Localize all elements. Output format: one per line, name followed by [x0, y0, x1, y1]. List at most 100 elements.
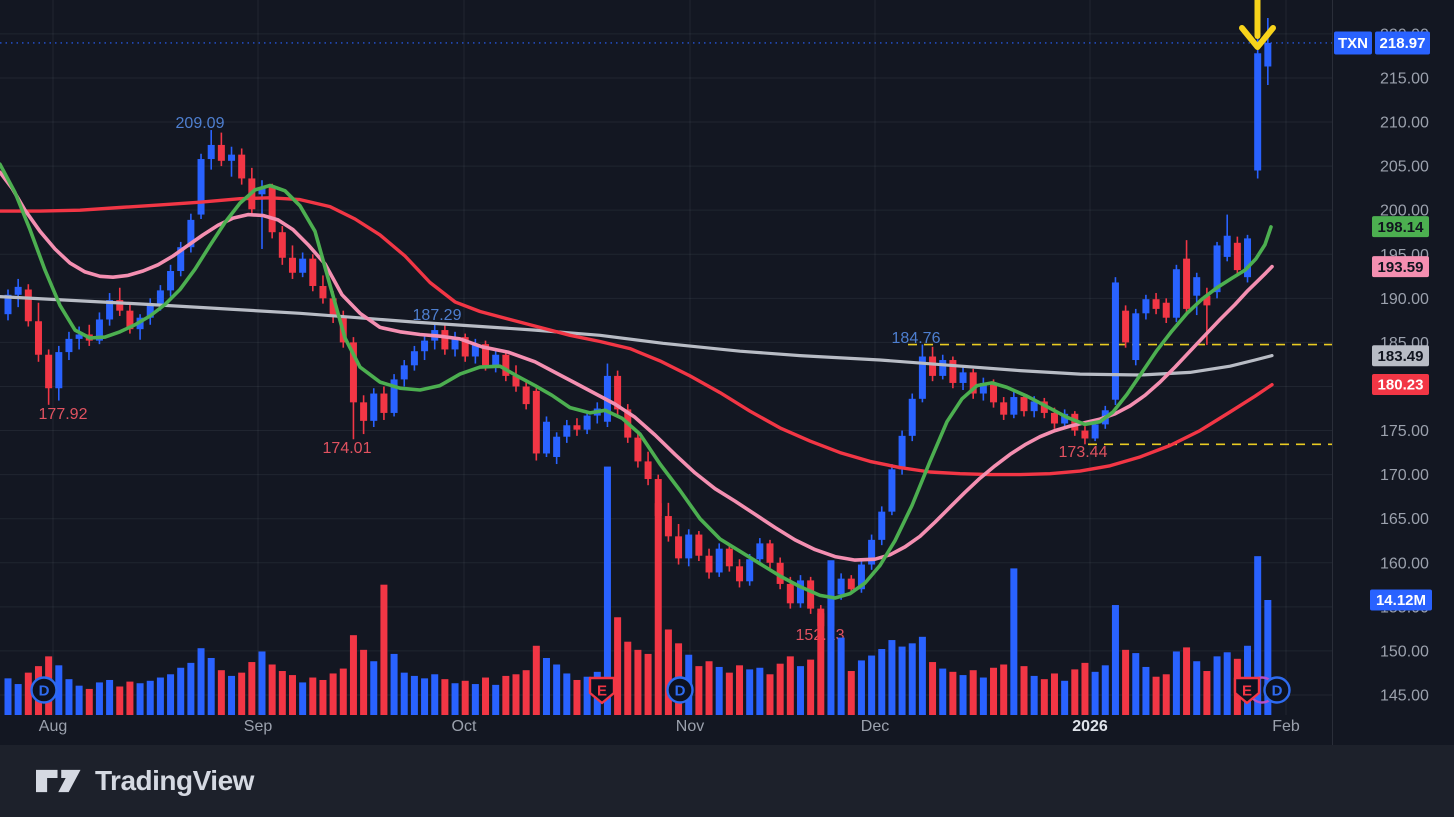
candle-body — [1162, 302, 1170, 318]
candle-body — [929, 356, 937, 376]
candle-body — [756, 543, 764, 560]
volume-bar — [471, 684, 479, 715]
volume-bar — [502, 675, 510, 715]
candle-body — [492, 354, 500, 366]
candle-body — [24, 289, 32, 322]
candle-body — [278, 232, 286, 258]
volume-bar — [1111, 605, 1119, 715]
candle-body — [126, 310, 134, 330]
candle-body — [146, 303, 154, 318]
candle-body — [217, 144, 225, 161]
candle-body — [695, 534, 703, 556]
candle-body — [1244, 238, 1252, 278]
candle-body — [471, 344, 479, 357]
candle-body — [644, 461, 652, 480]
y-axis-tick[interactable]: 160.00 — [1380, 555, 1429, 572]
y-axis-tick[interactable]: 205.00 — [1380, 159, 1429, 176]
candle-body — [421, 340, 429, 352]
volume-bar — [817, 613, 825, 715]
candle-body — [370, 393, 378, 421]
y-axis-tick[interactable]: 175.00 — [1380, 423, 1429, 440]
x-axis-label[interactable]: 2026 — [1072, 718, 1108, 735]
volume-bar — [1081, 662, 1089, 715]
volume-bar — [288, 675, 296, 715]
volume-bar — [329, 673, 337, 715]
ma-fast-green — [0, 162, 1273, 600]
dividend-marker-icon[interactable] — [1263, 676, 1291, 704]
candle-body — [949, 360, 957, 383]
volume-bar — [268, 664, 276, 715]
volume-bar — [95, 682, 103, 715]
price-chart-canvas[interactable]: 152.13209.09177.92187.29174.01184.76173.… — [0, 0, 1454, 745]
volume-bar — [979, 677, 987, 715]
volume-bar — [644, 653, 652, 715]
volume-bar — [360, 649, 368, 715]
earnings-marker-icon[interactable] — [588, 676, 616, 705]
candle-body — [725, 548, 733, 567]
volume-bar — [207, 657, 215, 715]
volume-bar — [563, 673, 571, 715]
candle-body — [654, 479, 662, 517]
price-annotation: 184.76 — [892, 330, 941, 347]
volume-bar — [542, 657, 550, 715]
candle-body — [75, 334, 83, 339]
volume-bar — [1050, 673, 1058, 715]
volume-bar — [969, 670, 977, 715]
volume-bar — [1132, 653, 1140, 715]
dividend-marker-icon[interactable] — [666, 676, 694, 704]
candle-body — [878, 511, 886, 540]
y-axis-tick[interactable]: 165.00 — [1380, 511, 1429, 528]
volume-bar — [573, 679, 581, 715]
candle-body — [116, 300, 124, 311]
volume-bar — [1142, 666, 1150, 715]
volume-bar — [705, 661, 713, 715]
x-axis-label[interactable]: Sep — [244, 718, 273, 735]
candle-body — [360, 402, 368, 421]
volume-bar — [918, 636, 926, 715]
ma-slow-red — [0, 196, 1274, 477]
x-axis-label[interactable]: Oct — [452, 718, 477, 735]
candle-body — [1111, 282, 1119, 400]
volume-bar — [1152, 676, 1160, 715]
x-axis-label[interactable]: Nov — [676, 718, 704, 735]
y-axis-tick[interactable]: 200.00 — [1380, 203, 1429, 220]
event-marker-label: E — [597, 683, 607, 700]
symbol-badge-label: TXN — [1338, 35, 1368, 52]
candle-body — [908, 398, 916, 436]
y-axis-tick[interactable]: 215.00 — [1380, 70, 1429, 87]
earnings-marker-icon[interactable] — [1233, 676, 1261, 705]
candle-body — [705, 555, 713, 573]
volume-bar — [136, 683, 144, 715]
y-axis-tick[interactable]: 145.00 — [1380, 688, 1429, 705]
candle-body — [461, 337, 469, 357]
volume-bar — [55, 665, 63, 715]
volume-bar — [197, 648, 205, 715]
x-axis-label[interactable]: Feb — [1272, 718, 1300, 735]
volume-bar — [898, 646, 906, 715]
candle-body — [1081, 430, 1089, 439]
ma-value-badge — [1372, 256, 1429, 278]
y-axis-tick[interactable]: 170.00 — [1380, 467, 1429, 484]
arrow-annotation-head[interactable] — [1239, 25, 1276, 50]
ma-value-badge-label: 180.23 — [1378, 377, 1424, 394]
volume-bar — [156, 677, 164, 715]
y-axis-tick[interactable]: 150.00 — [1380, 643, 1429, 660]
candle-body — [573, 425, 581, 430]
volume-bar — [410, 675, 418, 715]
volume-bar — [807, 659, 815, 715]
event-marker-label: D — [39, 683, 50, 700]
dividend-marker-icon[interactable] — [30, 676, 58, 704]
volume-bar — [482, 677, 490, 715]
candle-body — [238, 154, 246, 179]
volume-bar — [1061, 680, 1069, 715]
y-axis-tick[interactable]: 190.00 — [1380, 291, 1429, 308]
volume-bar — [664, 629, 672, 715]
x-axis-label[interactable]: Dec — [861, 718, 889, 735]
volume-bar — [421, 678, 429, 715]
volume-bar — [1264, 599, 1272, 715]
tradingview-logo[interactable]: TradingView — [36, 765, 254, 797]
price-annotation: 173.44 — [1059, 444, 1108, 461]
x-axis-label[interactable]: Aug — [39, 718, 67, 735]
candle-body — [1000, 402, 1008, 415]
y-axis-tick[interactable]: 210.00 — [1380, 115, 1429, 132]
